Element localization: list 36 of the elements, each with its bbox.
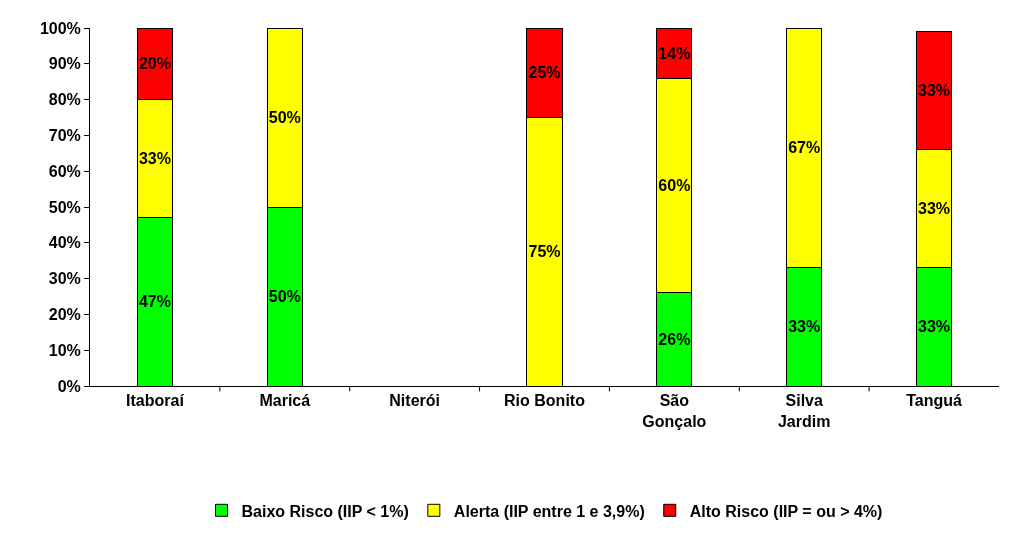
data-label: 33%	[918, 200, 951, 218]
y-tick-label: 10%	[48, 341, 81, 359]
data-label: 50%	[268, 109, 301, 126]
data-label: 33%	[788, 318, 821, 336]
y-tick-label: 20%	[48, 306, 81, 323]
x-tick-label: São Gonçalo	[642, 392, 707, 430]
legend-label: Alerta (IIP entre 1 e 3,9%)	[453, 502, 645, 520]
x-tick-label: Silva Jardim	[777, 392, 831, 430]
data-label: 75%	[528, 243, 561, 261]
y-tick-label: 80%	[48, 91, 81, 109]
data-label: 67%	[788, 139, 821, 157]
x-tick-label: Maricá	[259, 392, 311, 410]
y-tick-label: 0%	[57, 377, 81, 395]
data-label: 25%	[528, 64, 561, 82]
x-tick-label: Rio Bonito	[504, 392, 586, 410]
y-tick-label: 90%	[48, 55, 81, 73]
data-label: 47%	[138, 293, 171, 311]
y-tick-label: 40%	[48, 234, 81, 252]
data-label: 50%	[268, 288, 301, 305]
y-tick-label: 70%	[48, 127, 81, 144]
x-tick-label: Tanguá	[906, 392, 963, 410]
data-label: 14%	[658, 44, 691, 62]
y-tick-label: 60%	[48, 162, 81, 180]
y-tick-label: 50%	[48, 198, 81, 216]
x-tick-label: Itaboraí	[126, 392, 185, 410]
data-label: 33%	[138, 150, 171, 168]
y-tick-label: 30%	[48, 270, 81, 288]
y-tick-label: 100%	[39, 19, 81, 37]
data-label: 20%	[138, 55, 171, 73]
data-label: 26%	[658, 330, 691, 348]
x-tick-label: Niterói	[389, 392, 440, 410]
legend-label: Baixo Risco (IIP < 1%)	[241, 502, 409, 520]
data-label: 60%	[658, 177, 691, 195]
legend-label: Alto Risco (IIP = ou > 4%)	[689, 502, 883, 520]
data-label: 33%	[918, 318, 951, 336]
data-label: 33%	[918, 82, 951, 100]
